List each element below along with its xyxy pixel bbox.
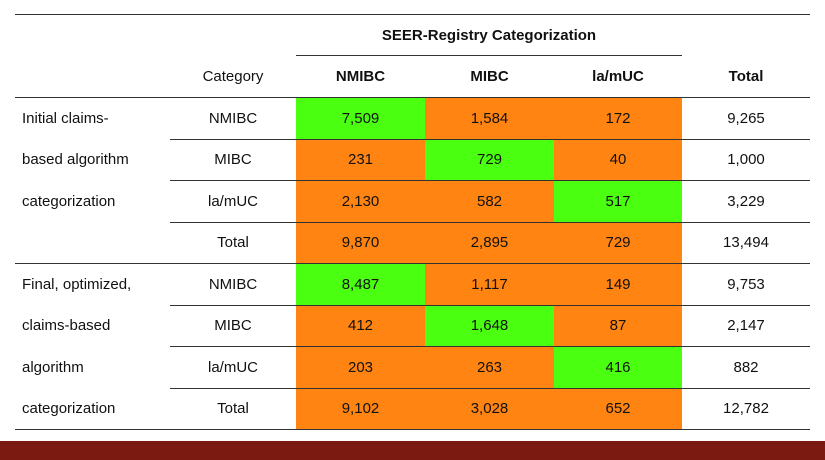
column-header-row: Category NMIBC MIBC la/mUC Total xyxy=(15,55,810,98)
cell-total: 3,229 xyxy=(682,180,810,222)
cell-total: 1,000 xyxy=(682,138,810,181)
cell-mibc: 263 xyxy=(425,346,554,388)
cell-mibc: 1,117 xyxy=(425,263,554,305)
row-category: NMIBC xyxy=(208,109,258,127)
cell-lamuc: 416 xyxy=(554,346,682,388)
cell-total: 9,753 xyxy=(682,263,810,305)
row-category: MIBC xyxy=(170,304,296,347)
cell-lamuc: 149 xyxy=(554,263,682,305)
section-label-line: Initial claims- xyxy=(22,110,109,127)
cell-lamuc: 729 xyxy=(554,221,682,264)
row-category: la/mUC xyxy=(170,180,296,222)
categorization-table: SEER-Registry Categorization Category NM… xyxy=(15,14,810,430)
header-mibc: MIBC xyxy=(425,55,554,98)
table-row: algorithm la/mUC 203 263 416 882 xyxy=(15,346,810,388)
section-label-line: algorithm xyxy=(22,358,84,376)
cell-nmibc: 8,487 xyxy=(296,263,425,305)
bottom-frame-bar xyxy=(0,441,825,460)
table-card: SEER-Registry Categorization Category NM… xyxy=(0,0,825,441)
group-header-row: SEER-Registry Categorization xyxy=(15,14,810,56)
row-category: MIBC xyxy=(170,138,296,181)
header-lamuc: la/mUC xyxy=(554,55,682,98)
cell-lamuc: 517 xyxy=(554,180,682,222)
cell-lamuc: 40 xyxy=(554,138,682,181)
cell-total: 12,782 xyxy=(682,387,810,430)
cell-nmibc: 9,102 xyxy=(296,387,425,430)
cell-mibc: 729 xyxy=(425,138,554,181)
group-header: SEER-Registry Categorization xyxy=(296,14,682,56)
table-row: categorization la/mUC 2,130 582 517 3,22… xyxy=(15,180,810,222)
cell-lamuc: 652 xyxy=(554,387,682,430)
section-label-line: Final, optimized, xyxy=(15,263,170,305)
table-row: claims-based MIBC 412 1,648 87 2,147 xyxy=(15,304,810,347)
cell-total: 9,265 xyxy=(727,109,765,127)
cell-nmibc: 203 xyxy=(296,346,425,388)
row-category: Total xyxy=(170,221,296,264)
cell-nmibc: 2,130 xyxy=(296,180,425,222)
cell-nmibc: 7,509 xyxy=(296,97,425,139)
header-total: Total xyxy=(682,55,810,98)
row-category: la/mUC xyxy=(170,346,296,388)
section-label-line: categorization xyxy=(22,192,116,210)
cell-mibc: 1,648 xyxy=(425,304,554,347)
cell-mibc: 1,584 xyxy=(425,97,554,139)
cell-mibc: 3,028 xyxy=(425,387,554,430)
row-category: Total xyxy=(170,387,296,430)
cell-nmibc: 9,870 xyxy=(296,221,425,264)
cell-mibc: 2,895 xyxy=(425,221,554,264)
cell-total: 2,147 xyxy=(682,304,810,347)
section-label-line: based algorithm xyxy=(22,151,129,169)
table-row: Final, optimized, NMIBC 8,487 1,117 149 … xyxy=(15,263,810,305)
table-row: based algorithm MIBC 231 729 40 1,000 xyxy=(15,138,810,181)
table-row: Initial claims- NMIBC 7,509 1,584 172 9,… xyxy=(15,97,810,139)
section-label-line xyxy=(15,222,170,264)
cell-mibc: 582 xyxy=(425,180,554,222)
section-label-line: categorization xyxy=(15,388,170,430)
cell-nmibc: 412 xyxy=(296,304,425,347)
section-label-line: claims-based xyxy=(22,317,111,335)
table-row: categorization Total 9,102 3,028 652 12,… xyxy=(15,387,810,430)
cell-lamuc: 172 xyxy=(554,97,682,139)
row-category: NMIBC xyxy=(170,263,296,305)
cell-nmibc: 231 xyxy=(296,138,425,181)
header-category: Category xyxy=(170,55,296,98)
cell-total: 882 xyxy=(682,346,810,388)
cell-total: 13,494 xyxy=(682,221,810,264)
header-nmibc: NMIBC xyxy=(296,55,425,98)
cell-lamuc: 87 xyxy=(554,304,682,347)
table-row: Total 9,870 2,895 729 13,494 xyxy=(15,221,810,264)
